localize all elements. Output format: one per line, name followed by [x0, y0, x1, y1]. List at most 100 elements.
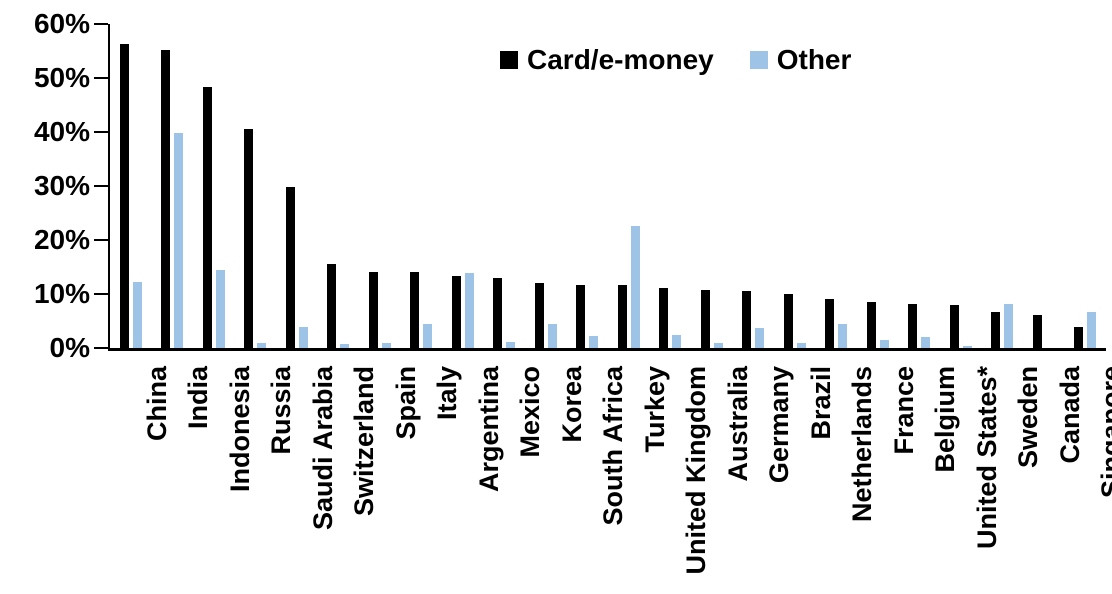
bar-other: [423, 324, 433, 348]
x-axis-label: United Kingdom: [681, 366, 712, 575]
legend-swatch-card-e-money: [500, 51, 518, 69]
bar-card-e-money: [991, 311, 1001, 348]
y-tick-label: 30%: [33, 170, 90, 201]
x-axis-label: Spain: [390, 366, 421, 440]
y-tick: [94, 185, 108, 187]
bar-card-e-money: [659, 287, 669, 348]
x-axis-label: Italy: [432, 366, 463, 421]
y-tick: [94, 293, 108, 295]
bar-other: [755, 328, 765, 348]
bar-other: [506, 341, 516, 348]
legend: Card/e-money Other: [500, 44, 851, 76]
bar-group: [1065, 24, 1107, 348]
bar-group: [899, 24, 941, 348]
bar-other: [838, 323, 848, 348]
y-tick: [94, 347, 108, 349]
bar-group: [650, 24, 692, 348]
y-tick-label: 60%: [33, 8, 90, 39]
bar-group: [235, 24, 277, 348]
bar-other: [257, 342, 267, 348]
bar-card-e-money: [700, 289, 710, 348]
bar-other: [962, 346, 972, 348]
y-tick: [94, 77, 108, 79]
bar-card-e-money: [949, 305, 959, 348]
y-tick: [94, 239, 108, 241]
bar-group: [857, 24, 899, 348]
bar-card-e-money: [285, 187, 295, 348]
bar-group: [359, 24, 401, 348]
bar-card-e-money: [244, 128, 254, 348]
bar-group: [401, 24, 443, 348]
x-axis-label: Germany: [764, 366, 795, 484]
bar-group: [1023, 24, 1065, 348]
bar-group: [442, 24, 484, 348]
x-axis-label: Australia: [722, 366, 753, 482]
x-axis-label: Saudi Arabia: [307, 366, 338, 531]
bar-group: [525, 24, 567, 348]
bar-group: [152, 24, 194, 348]
bar-card-e-money: [866, 301, 876, 348]
bar-other: [879, 340, 889, 348]
bar-card-e-money: [908, 304, 918, 348]
bar-group: [567, 24, 609, 348]
bar-other: [174, 132, 184, 348]
x-axis-label: Argentina: [473, 366, 504, 493]
bar-card-e-money: [119, 43, 129, 348]
bar-other: [215, 269, 225, 348]
bar-other: [921, 337, 931, 348]
bar-card-e-money: [617, 284, 627, 348]
x-axis-label: India: [183, 366, 214, 430]
bar-card-e-money: [742, 291, 752, 348]
bar-card-e-money: [1032, 315, 1042, 348]
legend-item-other: Other: [749, 44, 852, 76]
x-axis-label: Turkey: [639, 366, 670, 453]
bar-other: [340, 344, 350, 348]
bar-card-e-money: [783, 294, 793, 348]
x-axis-label: Mexico: [515, 366, 546, 458]
y-tick: [94, 131, 108, 133]
x-axis-label: Canada: [1054, 366, 1085, 464]
y-tick-label: 20%: [33, 224, 90, 255]
bar-card-e-money: [534, 282, 544, 348]
bar-other: [1087, 311, 1097, 348]
bar-other: [381, 343, 391, 348]
bar-card-e-money: [161, 49, 171, 348]
bar-other: [796, 342, 806, 348]
bar-group: [276, 24, 318, 348]
y-tick-label: 10%: [33, 278, 90, 309]
bar-group: [193, 24, 235, 348]
x-axis-label: South Africa: [598, 366, 629, 526]
bar-other: [1004, 303, 1014, 348]
legend-item-card-e-money: Card/e-money: [500, 44, 714, 76]
x-axis-label: Brazil: [805, 366, 836, 440]
x-axis-label: Switzerland: [349, 366, 380, 517]
bar-group: [691, 24, 733, 348]
y-tick-label: 40%: [33, 116, 90, 147]
bar-group: [816, 24, 858, 348]
bar-group: [774, 24, 816, 348]
x-axis-label: Sweden: [1013, 366, 1044, 469]
x-axis-label: France: [888, 366, 919, 455]
x-axis-label: Netherlands: [847, 366, 878, 523]
legend-label-other: Other: [776, 44, 852, 75]
x-axis-label: Russia: [266, 366, 297, 455]
x-axis-label: Korea: [556, 366, 587, 443]
bar-card-e-money: [1074, 326, 1084, 348]
bar-group: [318, 24, 360, 348]
bar-other: [672, 335, 682, 348]
y-tick-label: 50%: [33, 62, 90, 93]
bar-card-e-money: [410, 272, 420, 348]
bar-card-e-money: [825, 298, 835, 348]
bar-group: [110, 24, 152, 348]
bar-card-e-money: [202, 86, 212, 348]
bar-other: [713, 342, 723, 348]
bar-group: [940, 24, 982, 348]
y-tick: [94, 23, 108, 25]
plot-area: [108, 24, 1106, 351]
bar-other: [589, 335, 599, 348]
bar-other: [547, 323, 557, 348]
y-tick-label: 0%: [49, 332, 90, 363]
x-axis-label: China: [141, 366, 172, 442]
bar-other: [630, 225, 640, 348]
